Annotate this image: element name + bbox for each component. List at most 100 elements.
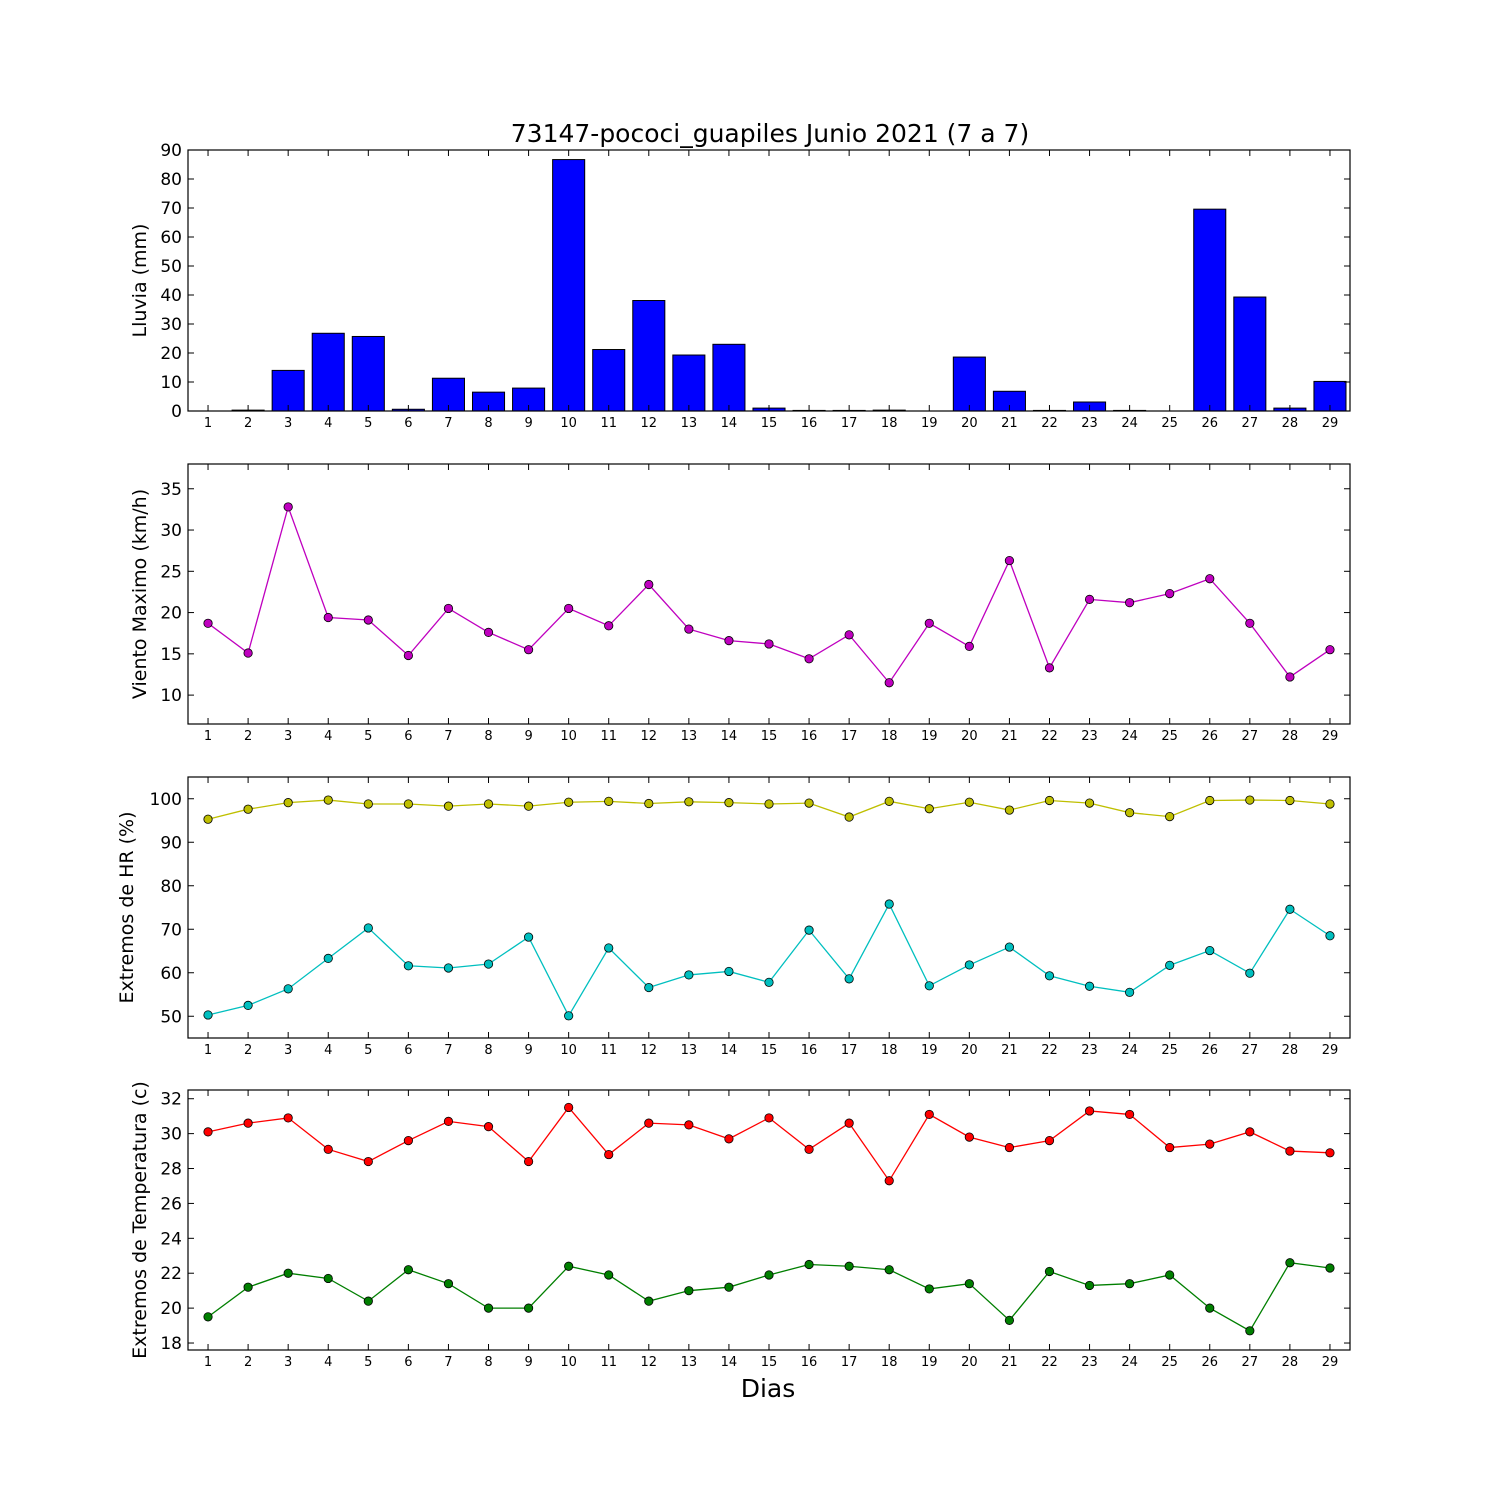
- temperature-series-2-point-day-20: [964, 1279, 974, 1289]
- humidity-series-2-point-day-12: [644, 982, 654, 993]
- temperature-series-1-point-day-17: [844, 1118, 854, 1128]
- temperature-series-1-point-day-1: [203, 1127, 213, 1137]
- temperature-series-2-point-day-13: [684, 1286, 694, 1296]
- wind-x-tick-label: 24: [1121, 729, 1138, 744]
- temperature-series-1-point-day-26: [1205, 1139, 1215, 1149]
- rain-x-tick-label: 28: [1282, 416, 1299, 431]
- humidity-series-2-point-day-27: [1245, 968, 1255, 978]
- wind-x-tick-label: 25: [1161, 729, 1178, 744]
- humidity-series-1-point-day-26: [1205, 795, 1215, 806]
- humidity-series-2-point-day-10: [564, 1011, 574, 1021]
- wind-series-1-point-day-13: [684, 624, 694, 634]
- rain-y-tick-label: 20: [160, 344, 182, 364]
- wind-series-1-point-day-21: [1004, 555, 1015, 566]
- wind-series-1-point-day-14: [724, 636, 734, 646]
- temperature-x-tick-label: 5: [364, 1355, 372, 1370]
- x-axis-label: Dias: [741, 1374, 796, 1403]
- temperature-x-tick-label: 26: [1201, 1355, 1218, 1370]
- temperature-series-2-point-day-17: [844, 1261, 854, 1271]
- humidity-x-tick-label: 20: [961, 1043, 978, 1058]
- humidity-x-tick-label: 3: [284, 1043, 292, 1058]
- wind-x-tick-label: 18: [881, 729, 898, 744]
- temperature-series-1-point-day-24: [1125, 1109, 1135, 1120]
- temperature-x-tick-label: 3: [284, 1355, 292, 1370]
- humidity-x-tick-label: 11: [600, 1043, 617, 1058]
- temperature-series-1-point-day-5: [363, 1156, 373, 1167]
- rain-x-tick-label: 14: [721, 416, 738, 431]
- rain-x-tick-label: 22: [1041, 416, 1058, 431]
- wind-x-tick-label: 17: [841, 729, 858, 744]
- rain-panel: 1 2 3 4 5 6 7 8 9 10 11 12 13 14 15 16 17 18 19 20 21 22 23 24 2…: [129, 141, 1351, 431]
- temperature-series-1-point-day-20: [964, 1132, 974, 1142]
- temperature-y-tick-label: 30: [160, 1125, 182, 1145]
- humidity-series-1-point-day-8: [483, 799, 494, 809]
- temperature-series-2-point-day-22: [1044, 1266, 1055, 1277]
- humidity-x-tick-label: 22: [1041, 1043, 1058, 1058]
- wind-x-tick-label: 2: [244, 729, 252, 744]
- humidity-series-2-point-day-25: [1165, 960, 1175, 970]
- rain-x-tick-label: 7: [444, 416, 452, 431]
- wind-series-1-point-day-19: [924, 618, 934, 628]
- wind-x-tick-label: 27: [1242, 729, 1259, 744]
- wind-x-tick-label: 5: [364, 729, 372, 744]
- wind-x-tick-label: 15: [761, 729, 778, 744]
- rain-y-tick-label: 40: [160, 286, 182, 306]
- temperature-x-tick-label: 1: [204, 1355, 212, 1370]
- temperature-series-2-point-day-3: [283, 1268, 293, 1278]
- humidity-series-1-point-day-16: [804, 798, 814, 808]
- temperature-series-2-point-day-1: [203, 1312, 213, 1322]
- temperature-series-2-point-day-26: [1205, 1303, 1215, 1313]
- wind-series-1-point-day-1: [203, 618, 213, 628]
- humidity-y-axis-label: Extremos de HR (%): [116, 811, 138, 1003]
- rain-bar-day-3: [271, 369, 305, 412]
- humidity-panel: 1 2 3 4 5 6 7 8 9 10 11 12 13 14 15 16 17 18 19 20 21 22 23 24 2…: [116, 776, 1351, 1058]
- humidity-x-tick-label: 24: [1121, 1043, 1138, 1058]
- temperature-x-tick-label: 29: [1322, 1355, 1339, 1370]
- rain-bar-day-11: [592, 349, 626, 412]
- humidity-series-1-point-day-2: [243, 804, 253, 814]
- humidity-series-1-point-day-21: [1004, 805, 1015, 815]
- rain-x-tick-label: 12: [641, 416, 658, 431]
- wind-series-1-point-day-25: [1165, 588, 1175, 599]
- temperature-x-tick-label: 10: [560, 1355, 577, 1370]
- rain-x-tick-label: 9: [524, 416, 532, 431]
- temperature-x-tick-label: 15: [761, 1355, 778, 1370]
- figure-title: 73147-pococi_guapiles Junio 2021 (7 a 7): [511, 119, 1029, 148]
- temperature-series-1-point-day-10: [564, 1102, 574, 1113]
- wind-series-1-point-day-22: [1044, 663, 1055, 673]
- rain-x-tick-label: 18: [881, 416, 898, 431]
- humidity-series-2-point-day-3: [283, 984, 293, 994]
- wind-x-tick-label: 4: [324, 729, 332, 744]
- rain-bar-day-27: [1233, 296, 1267, 412]
- rain-y-tick-label: 80: [160, 170, 182, 190]
- humidity-series-2-point-day-17: [844, 974, 854, 984]
- rain-y-tick-label: 30: [160, 315, 182, 335]
- temperature-y-tick-label: 24: [160, 1229, 182, 1249]
- wind-x-tick-label: 13: [681, 729, 698, 744]
- rain-x-tick-label: 10: [560, 416, 577, 431]
- humidity-series-2-point-day-19: [924, 981, 934, 991]
- temperature-series-1-point-day-4: [323, 1144, 333, 1154]
- humidity-x-tick-label: 4: [324, 1043, 332, 1058]
- wind-series-1-point-day-7: [443, 603, 454, 614]
- rain-y-tick-label: 10: [160, 373, 182, 393]
- temperature-series-2-point-day-21: [1004, 1315, 1015, 1325]
- temperature-series-2-point-day-12: [644, 1296, 654, 1306]
- temperature-series-1-point-day-21: [1004, 1142, 1015, 1153]
- rain-bar-day-26: [1193, 208, 1227, 412]
- humidity-x-tick-label: 29: [1322, 1043, 1339, 1058]
- humidity-x-tick-label: 21: [1001, 1043, 1018, 1058]
- rain-x-tick-label: 27: [1242, 416, 1259, 431]
- humidity-x-tick-label: 7: [444, 1043, 452, 1058]
- wind-panel: 1 2 3 4 5 6 7 8 9 10 11 12 13 14 15 16 17 18 19 20 21 22 23 24 2…: [129, 463, 1351, 744]
- wind-series-1-point-day-10: [564, 603, 574, 614]
- wind-x-tick-label: 22: [1041, 729, 1058, 744]
- humidity-x-tick-label: 1: [204, 1043, 212, 1058]
- temperature-x-tick-label: 27: [1242, 1355, 1259, 1370]
- rain-y-tick-label: 60: [160, 228, 182, 248]
- wind-series-1-point-day-11: [604, 621, 614, 631]
- temperature-series-2-point-day-29: [1325, 1263, 1335, 1273]
- humidity-x-tick-label: 28: [1282, 1043, 1299, 1058]
- humidity-x-tick-label: 2: [244, 1043, 252, 1058]
- temperature-series-2-point-day-15: [764, 1270, 774, 1280]
